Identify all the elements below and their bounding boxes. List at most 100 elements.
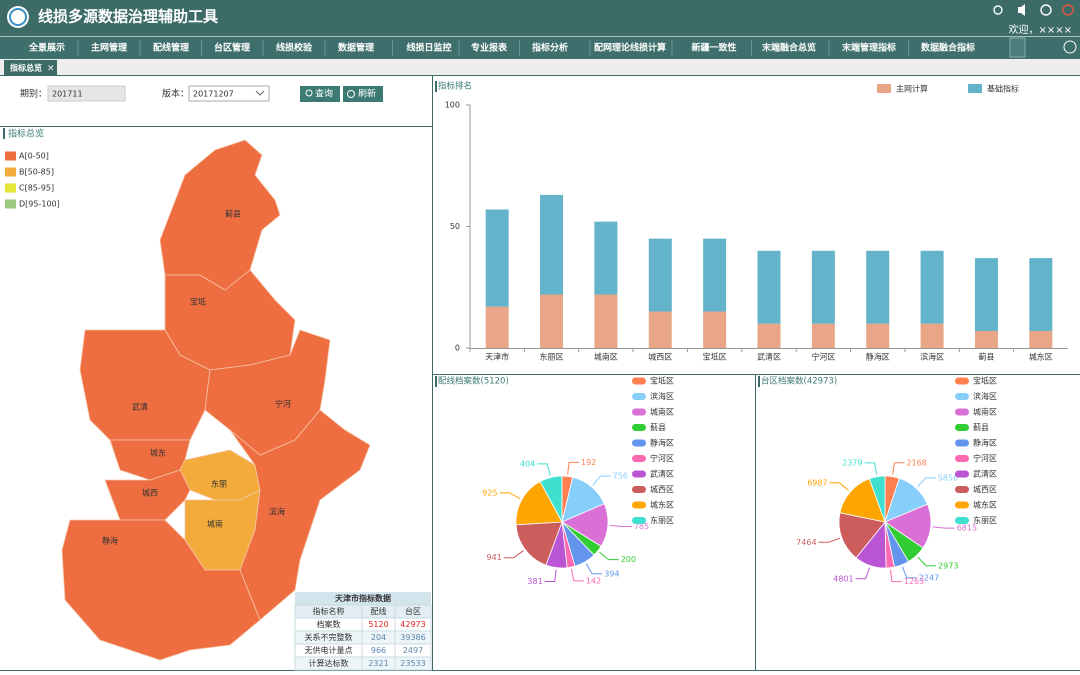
legend-label: A[0-50] [19, 152, 49, 161]
leader-line [585, 563, 603, 575]
legend-label: 蓟县 [650, 422, 666, 432]
pie-slice[interactable] [539, 475, 563, 523]
region-label: 静海 [102, 536, 118, 546]
x-tick-label: 静海区 [866, 352, 890, 362]
bar[interactable] [866, 323, 890, 348]
pie-slice[interactable] [884, 503, 932, 549]
bar[interactable] [1029, 330, 1053, 348]
nav-item[interactable]: 数据管理 [338, 42, 374, 54]
refresh-label[interactable]: 刷新 [358, 88, 376, 100]
nav-item[interactable]: 末端融合总览 [761, 42, 816, 54]
region-label: 东丽 [211, 479, 227, 489]
key-icon[interactable] [993, 5, 1003, 15]
region-label: 滨海 [269, 507, 285, 517]
leader-line [599, 551, 619, 561]
region-label: 宝坻 [190, 297, 206, 307]
map-region[interactable] [159, 139, 281, 291]
nav-item[interactable]: 线损日监控 [406, 42, 451, 54]
data-label: 394 [604, 569, 619, 578]
nav-item[interactable]: 专业报表 [471, 42, 508, 54]
legend-swatch [955, 424, 969, 431]
tab-close[interactable]: × [47, 64, 55, 74]
bar[interactable] [757, 323, 781, 348]
legend-label: 蓟县 [973, 422, 989, 432]
map-title: 指标总览 [8, 128, 44, 140]
bar[interactable] [648, 238, 672, 312]
pie-slice[interactable] [839, 478, 886, 523]
map-region[interactable] [61, 519, 261, 661]
legend-label: 城西区 [650, 485, 674, 494]
pie-slice[interactable] [838, 512, 886, 559]
leader-line [829, 482, 849, 492]
refresh-button[interactable] [343, 86, 383, 102]
nav-up-icon[interactable] [1063, 40, 1077, 54]
nav-item[interactable]: 配网理论线损计算 [594, 42, 666, 54]
table-row [294, 656, 432, 671]
bar[interactable] [920, 323, 944, 348]
nav-item[interactable]: 主网管理 [91, 42, 127, 54]
region-label: 城东 [150, 448, 166, 458]
bar[interactable] [485, 306, 509, 348]
bar[interactable] [594, 294, 618, 348]
x-tick-label: 天津市 [485, 352, 509, 362]
data-label: 142 [586, 576, 601, 585]
title-mark [435, 376, 437, 387]
bar[interactable] [974, 330, 998, 348]
nav-scroll[interactable] [1009, 37, 1026, 58]
query-label[interactable]: 查询 [315, 88, 333, 100]
table-cell: 档案数 [317, 619, 341, 629]
bar[interactable] [811, 250, 835, 324]
data-label: 2379 [842, 458, 862, 467]
version-value[interactable]: 20171207 [193, 90, 234, 99]
map-region[interactable] [229, 409, 371, 621]
legend-swatch [5, 151, 16, 161]
tab-bar [0, 59, 1080, 76]
sound-icon[interactable] [1018, 4, 1025, 16]
legend-swatch [632, 486, 646, 493]
bar[interactable] [1029, 258, 1053, 331]
x-tick-label: 蓟县 [978, 352, 994, 362]
data-label: 6815 [957, 524, 977, 533]
bar[interactable] [920, 250, 944, 324]
leader-line [570, 568, 584, 582]
tab[interactable] [4, 60, 57, 76]
bar[interactable] [540, 194, 564, 295]
nav-item[interactable]: 新疆一致性 [691, 42, 736, 54]
legend-label: 武清区 [650, 469, 674, 479]
x-tick-label: 宁河区 [811, 352, 835, 362]
legend-swatch [955, 455, 969, 462]
header-bar [0, 0, 1080, 36]
table-cell: 42973 [400, 620, 425, 629]
nav-item[interactable]: 指标分析 [532, 42, 568, 54]
nav-item[interactable]: 末端管理指标 [841, 42, 896, 54]
nav-item[interactable]: 配线管理 [153, 42, 189, 54]
bar[interactable] [594, 221, 618, 295]
bar[interactable] [703, 311, 727, 348]
bar[interactable] [757, 250, 781, 324]
table-cell: 2497 [403, 646, 423, 655]
bar[interactable] [703, 238, 727, 312]
pie-slice[interactable] [515, 521, 563, 566]
bar[interactable] [485, 209, 509, 307]
period-input[interactable] [47, 85, 126, 102]
table-header-cell: 台区 [405, 606, 421, 616]
legend-swatch [632, 517, 646, 524]
bar[interactable] [648, 311, 672, 348]
nav-item[interactable]: 数据融合指标 [921, 42, 975, 54]
nav-item[interactable]: 线损校验 [276, 42, 313, 54]
period-value[interactable]: 201711 [52, 90, 83, 99]
bar[interactable] [811, 323, 835, 348]
version-select[interactable] [188, 85, 270, 102]
bar[interactable] [540, 294, 564, 348]
bar[interactable] [866, 250, 890, 324]
pie-slice[interactable] [515, 480, 563, 526]
map-region[interactable] [179, 449, 261, 501]
tab-label[interactable]: 指标总览 [10, 63, 42, 73]
nav-item[interactable]: 台区管理 [214, 42, 250, 54]
help-icon[interactable] [1040, 4, 1052, 16]
power-icon[interactable] [1062, 4, 1074, 16]
nav-item[interactable]: 全景展示 [28, 42, 65, 54]
bar[interactable] [974, 258, 998, 331]
leader-line [499, 492, 521, 500]
pie-slice[interactable] [868, 475, 886, 523]
